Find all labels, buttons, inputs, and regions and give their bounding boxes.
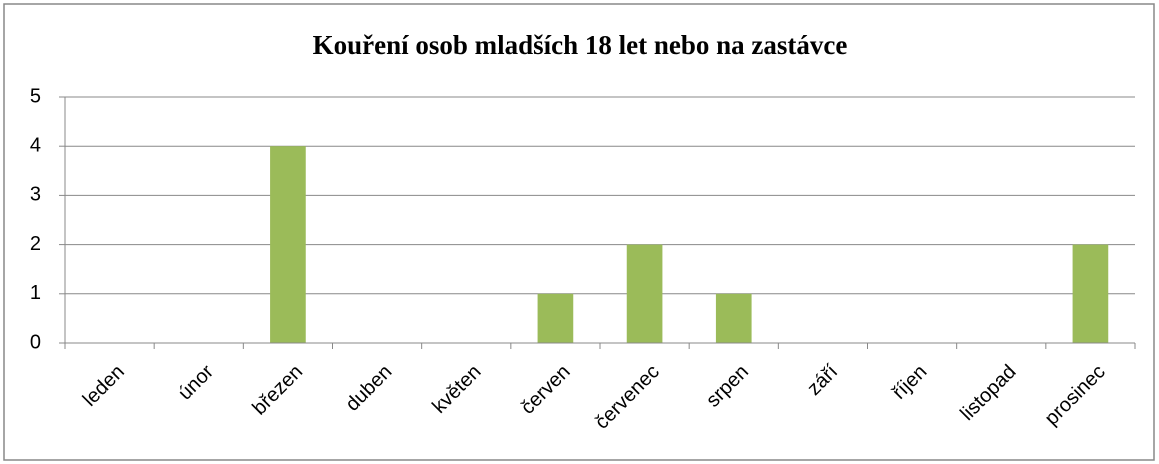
y-tick-label: 0 [30,331,41,353]
bar [1072,244,1109,343]
y-tick-label: 1 [30,282,41,304]
bar [715,293,752,343]
chart-title: Kouření osob mladších 18 let nebo na zas… [313,30,848,60]
y-tick-label: 2 [30,233,41,255]
y-tick-label: 3 [30,184,41,206]
bar [626,244,663,343]
bar [270,146,306,343]
y-tick-label: 5 [30,85,41,107]
y-tick-label: 4 [30,134,41,156]
chart-border [3,3,1155,461]
bar [537,293,574,343]
